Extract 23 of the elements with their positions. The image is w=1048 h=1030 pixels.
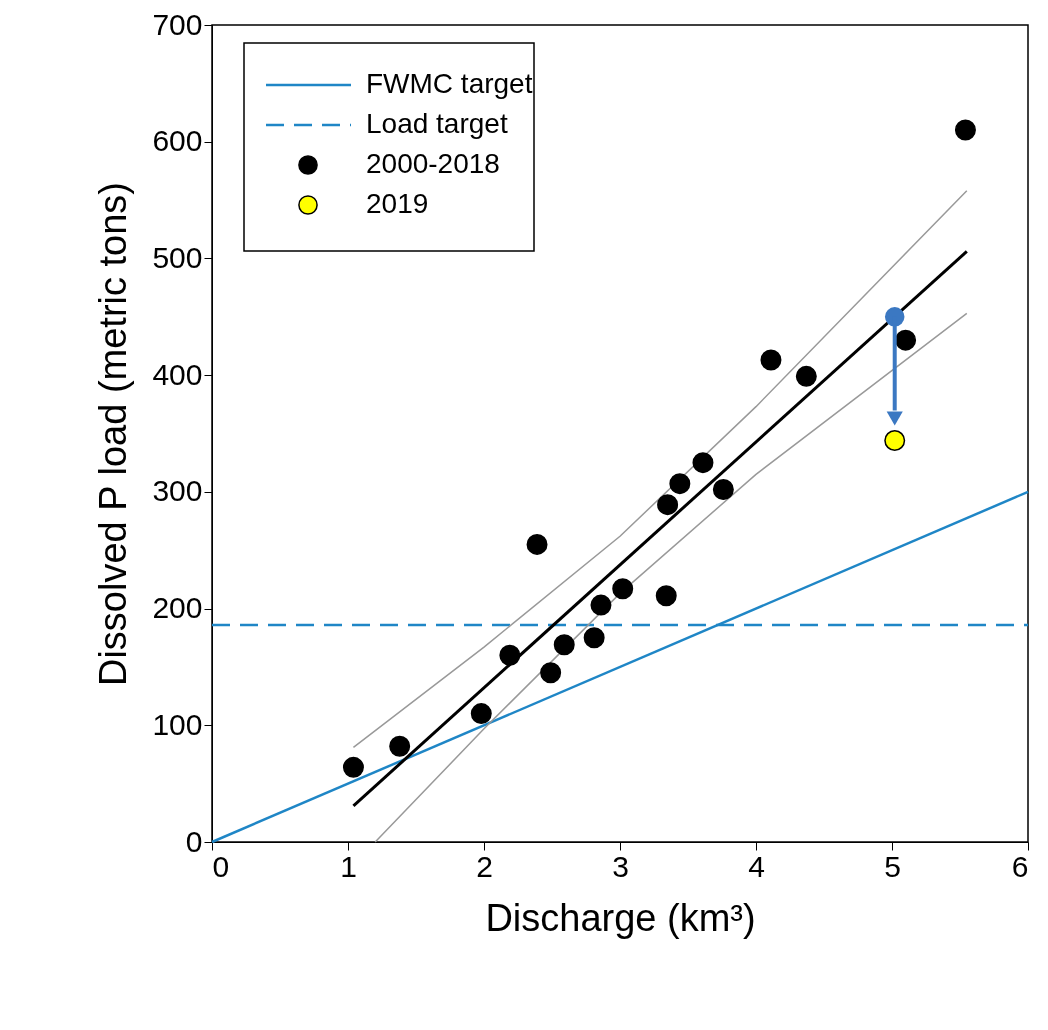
x-tick-label: 5 (884, 849, 901, 883)
legend-label: 2019 (366, 188, 429, 219)
y-tick-label: 100 (152, 707, 203, 741)
x-tick-label: 0 (212, 849, 230, 883)
legend-label: FWMC target (366, 68, 533, 99)
legend-label: Load target (366, 108, 508, 139)
y-axis-title: Dissolved P load (metric tons) (92, 181, 135, 687)
y-tick-label: 200 (152, 591, 203, 625)
y-tick-label: 0 (185, 824, 203, 858)
line-series (374, 312, 968, 843)
y-tick-label: 300 (152, 474, 203, 508)
x-axis-title: Discharge (km³) (485, 896, 756, 939)
line-series (352, 189, 968, 749)
x-tick-label: 3 (612, 849, 629, 883)
y-tick-label: 400 (152, 357, 203, 391)
y-tick-label: 500 (152, 240, 203, 274)
y-tick-label: 700 (152, 7, 203, 41)
x-tick-label: 2 (476, 849, 493, 883)
x-tick-label: 1 (340, 849, 357, 883)
x-tick-label: 4 (748, 849, 765, 883)
x-tick-label: 6 (1011, 849, 1029, 883)
legend-label: 2000-2018 (366, 148, 500, 179)
y-tick-label: 600 (152, 124, 203, 158)
